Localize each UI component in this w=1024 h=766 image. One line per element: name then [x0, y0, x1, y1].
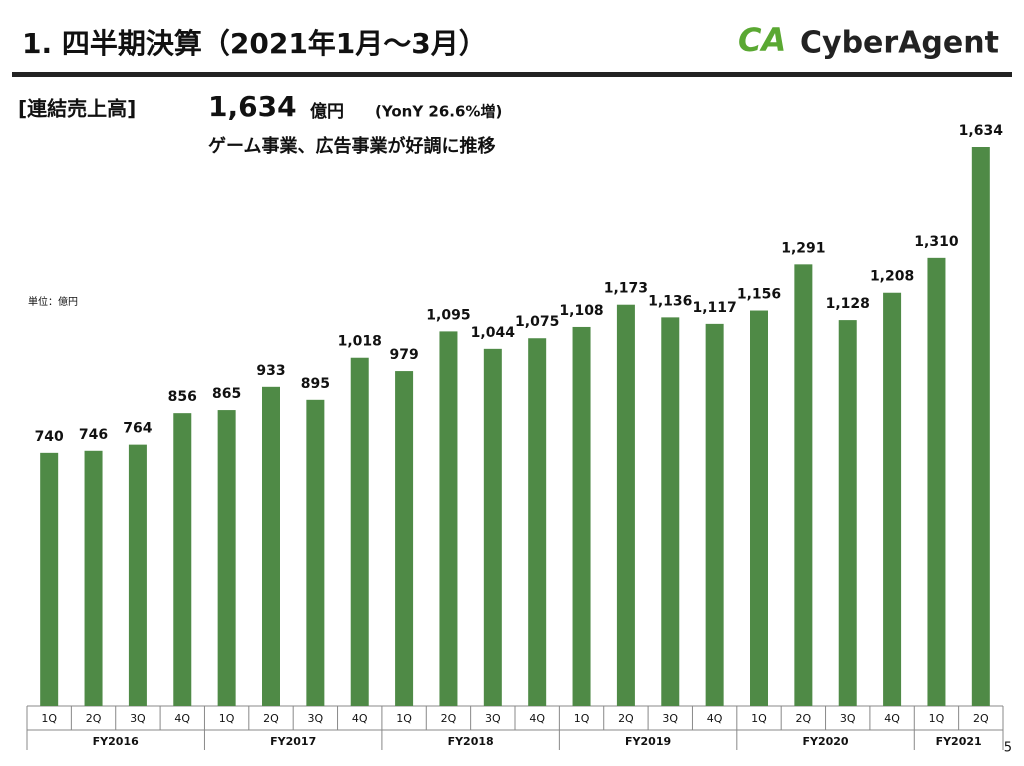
bar [306, 399, 325, 706]
value-label: 764 [123, 421, 152, 437]
logo-text: CyberAgent [800, 26, 999, 61]
value-label: 1,310 [914, 234, 959, 250]
bar [173, 413, 192, 706]
bar [705, 323, 724, 706]
value-label: 1,136 [648, 293, 692, 309]
bar [750, 310, 768, 706]
x-tick-label: 2Q [441, 712, 457, 725]
group-label: FY2019 [625, 735, 671, 748]
x-tick-label: 1Q [929, 712, 945, 725]
value-label: 1,634 [959, 123, 1004, 139]
value-label: 746 [79, 427, 108, 443]
x-tick-label: 3Q [662, 712, 678, 725]
value-label: 740 [35, 429, 64, 445]
x-tick-label: 1Q [41, 712, 57, 725]
x-tick-label: 4Q [884, 712, 900, 725]
bar [927, 257, 946, 706]
x-tick-label: 4Q [352, 712, 368, 725]
group-label: FY2017 [270, 735, 316, 748]
bar [661, 317, 680, 706]
x-tick-label: 4Q [529, 712, 545, 725]
x-tick-label: 4Q [707, 712, 723, 725]
bar [128, 444, 147, 706]
x-tick-label: 3Q [485, 712, 501, 725]
value-label: 1,075 [515, 314, 559, 330]
summary-amount: 1,634 [208, 90, 297, 123]
bar [217, 410, 236, 706]
bar [350, 357, 369, 706]
page-number: 5 [1004, 741, 1012, 756]
bar [528, 338, 547, 706]
x-tick-label: 1Q [751, 712, 767, 725]
x-tick-label: 1Q [574, 712, 590, 725]
x-tick-label: 2Q [618, 712, 634, 725]
bar [838, 320, 857, 706]
x-tick-label: 1Q [396, 712, 412, 725]
group-label: FY2018 [448, 735, 494, 748]
value-label: 1,173 [604, 281, 648, 297]
logo-mark: CA [738, 21, 786, 59]
group-label: FY2021 [936, 735, 982, 748]
value-label: 1,108 [559, 303, 603, 319]
title-rule [12, 72, 1012, 77]
value-label: 1,128 [826, 296, 870, 312]
value-label: 1,117 [692, 300, 736, 316]
bar [84, 450, 103, 706]
x-tick-label: 2Q [86, 712, 102, 725]
value-label: 1,156 [737, 287, 781, 303]
group-label: FY2016 [93, 735, 139, 748]
summary-unit: 億円 [310, 101, 344, 122]
bar [483, 348, 502, 706]
value-label: 1,291 [781, 240, 825, 256]
value-label: 1,208 [870, 269, 914, 285]
value-label: 895 [301, 376, 330, 392]
x-tick-label: 4Q [174, 712, 190, 725]
bar [971, 147, 990, 706]
x-tick-label: 3Q [130, 712, 146, 725]
value-label: 979 [389, 347, 418, 363]
summary-label: [連結売上高] [18, 97, 136, 121]
x-tick-label: 2Q [263, 712, 279, 725]
value-label: 865 [212, 386, 241, 402]
x-tick-label: 2Q [796, 712, 812, 725]
bar [262, 386, 280, 706]
group-label: FY2020 [802, 735, 848, 748]
summary-growth: (YonY 26.6%増) [375, 103, 502, 121]
summary-comment: ゲーム事業、広告事業が好調に推移 [208, 135, 495, 157]
value-label: 1,095 [426, 307, 470, 323]
bar [616, 304, 635, 706]
unit-note: 単位：億円 [28, 295, 78, 308]
x-tick-label: 3Q [308, 712, 324, 725]
x-tick-label: 2Q [973, 712, 989, 725]
value-label: 933 [256, 363, 285, 379]
value-label: 1,018 [338, 334, 382, 350]
bar [794, 264, 813, 706]
value-label: 1,044 [471, 325, 516, 341]
x-tick-label: 1Q [219, 712, 235, 725]
slide-title: 1. 四半期決算（2021年1月～3月） [22, 27, 487, 60]
bar [395, 371, 414, 706]
bar [883, 292, 902, 706]
x-tick-label: 3Q [840, 712, 856, 725]
bar [572, 326, 591, 706]
value-label: 856 [168, 389, 197, 405]
bar [439, 331, 458, 706]
bar [40, 452, 59, 706]
